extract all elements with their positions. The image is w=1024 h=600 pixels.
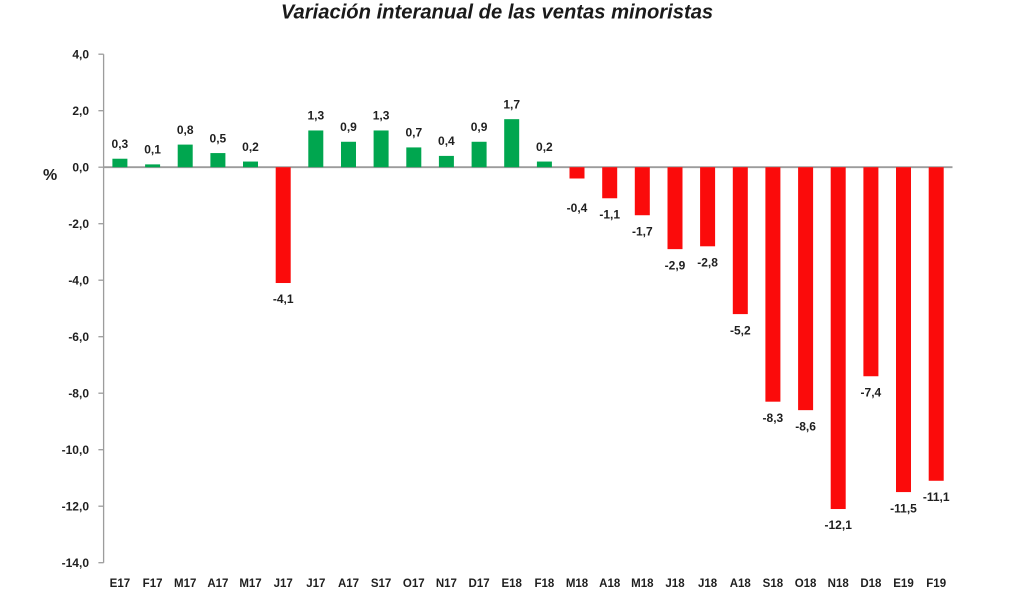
svg-text:-8,6: -8,6 xyxy=(795,419,816,433)
svg-text:-1,7: -1,7 xyxy=(632,224,653,238)
svg-text:M18: M18 xyxy=(566,578,589,590)
svg-text:-1,1: -1,1 xyxy=(599,207,620,221)
svg-text:J17: J17 xyxy=(306,578,325,590)
svg-text:O17: O17 xyxy=(403,578,425,590)
svg-text:-4,1: -4,1 xyxy=(273,292,294,306)
svg-text:-8,3: -8,3 xyxy=(763,411,784,425)
svg-text:0,9: 0,9 xyxy=(471,120,488,134)
svg-text:-8,0: -8,0 xyxy=(68,386,89,400)
svg-text:J18: J18 xyxy=(665,578,685,590)
svg-text:-10,0: -10,0 xyxy=(62,443,90,457)
svg-text:0,7: 0,7 xyxy=(405,126,422,140)
svg-text:E17: E17 xyxy=(110,578,130,590)
svg-text:0,0: 0,0 xyxy=(72,160,89,174)
svg-text:-12,1: -12,1 xyxy=(825,518,853,532)
svg-text:E19: E19 xyxy=(893,578,913,590)
svg-text:M18: M18 xyxy=(631,578,654,590)
svg-text:E18: E18 xyxy=(501,578,522,590)
svg-text:0,2: 0,2 xyxy=(242,140,259,154)
svg-text:J18: J18 xyxy=(698,578,718,590)
svg-text:-11,5: -11,5 xyxy=(890,501,917,515)
svg-text:0,1: 0,1 xyxy=(144,143,161,157)
svg-text:A18: A18 xyxy=(599,578,621,590)
svg-text:A17: A17 xyxy=(207,578,228,590)
svg-text:A17: A17 xyxy=(338,578,359,590)
svg-text:M17: M17 xyxy=(239,578,261,590)
svg-text:M17: M17 xyxy=(174,578,196,590)
svg-text:-4,0: -4,0 xyxy=(68,273,89,287)
svg-text:0,5: 0,5 xyxy=(210,131,227,145)
svg-text:4,0: 4,0 xyxy=(72,47,89,61)
svg-text:%: % xyxy=(43,167,57,184)
svg-text:-6,0: -6,0 xyxy=(68,330,89,344)
svg-text:-2,8: -2,8 xyxy=(697,256,718,270)
svg-text:-2,0: -2,0 xyxy=(68,217,89,231)
svg-text:-2,9: -2,9 xyxy=(665,258,686,272)
svg-text:0,8: 0,8 xyxy=(177,123,194,137)
svg-text:1,3: 1,3 xyxy=(373,109,390,123)
svg-text:F18: F18 xyxy=(534,578,554,590)
svg-text:J17: J17 xyxy=(274,578,293,590)
svg-text:-7,4: -7,4 xyxy=(861,385,882,399)
svg-text:0,2: 0,2 xyxy=(536,140,553,154)
svg-text:F17: F17 xyxy=(143,578,163,590)
svg-text:0,9: 0,9 xyxy=(340,120,357,134)
svg-text:-0,4: -0,4 xyxy=(567,201,588,215)
svg-text:-14,0: -14,0 xyxy=(62,556,90,570)
svg-text:N17: N17 xyxy=(436,578,457,590)
svg-text:0,4: 0,4 xyxy=(438,134,455,148)
svg-text:S18: S18 xyxy=(763,578,784,590)
svg-text:D18: D18 xyxy=(860,578,882,590)
svg-text:-11,1: -11,1 xyxy=(923,490,950,504)
svg-text:F19: F19 xyxy=(926,578,946,590)
svg-text:D17: D17 xyxy=(469,578,490,590)
svg-text:N18: N18 xyxy=(828,578,850,590)
svg-text:1,3: 1,3 xyxy=(307,109,324,123)
svg-text:-12,0: -12,0 xyxy=(62,499,90,513)
svg-text:0,3: 0,3 xyxy=(112,137,129,151)
svg-text:-5,2: -5,2 xyxy=(730,323,751,337)
svg-text:S17: S17 xyxy=(371,578,391,590)
svg-text:O18: O18 xyxy=(795,578,817,590)
svg-text:Variación interanual de las ve: Variación interanual de las ventas minor… xyxy=(281,2,713,24)
svg-text:2,0: 2,0 xyxy=(72,104,89,118)
svg-text:A18: A18 xyxy=(730,578,752,590)
svg-text:1,7: 1,7 xyxy=(503,97,520,111)
